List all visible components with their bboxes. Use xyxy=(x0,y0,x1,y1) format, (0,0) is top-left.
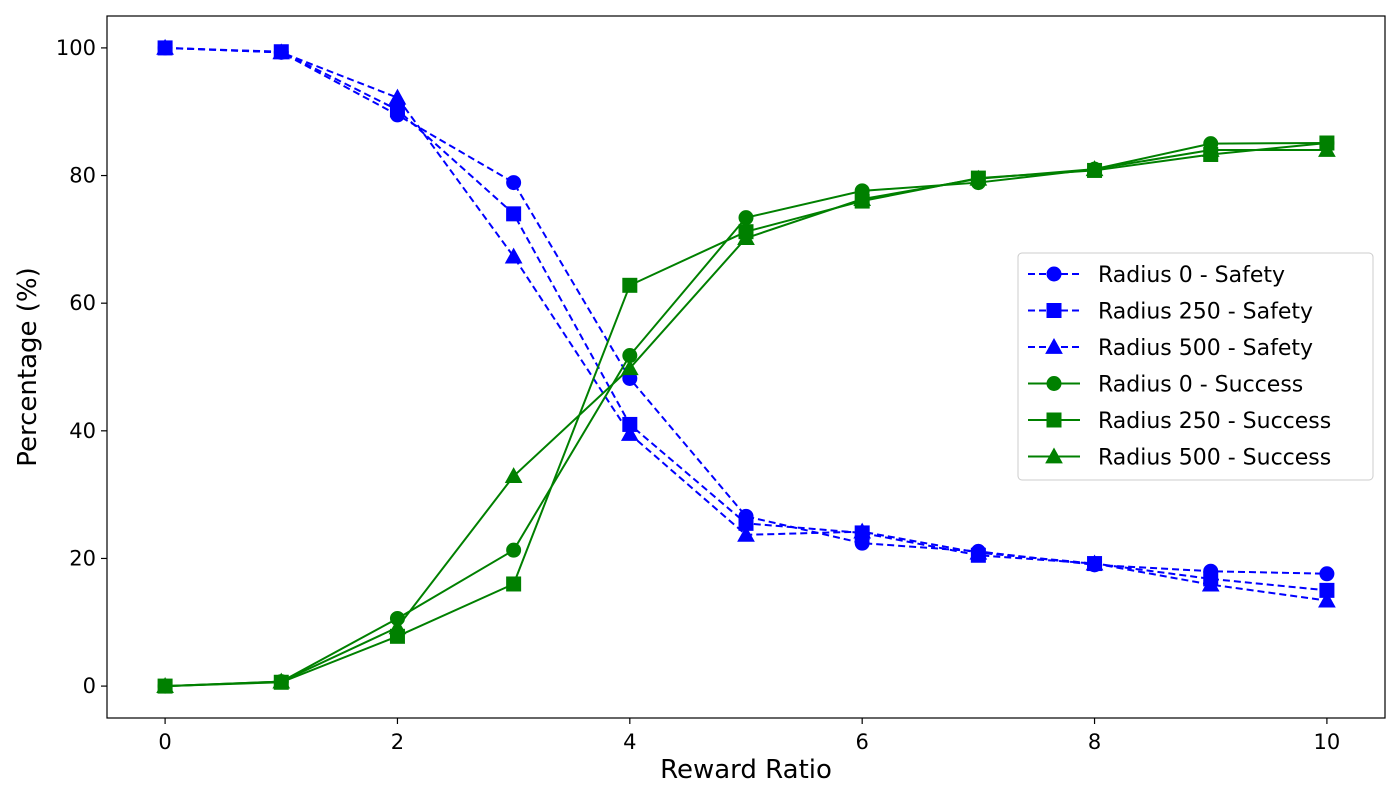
data-point xyxy=(1085,160,1104,177)
data-point xyxy=(156,677,174,693)
data-point xyxy=(1319,566,1335,582)
data-point xyxy=(1201,140,1220,157)
y-tick-label: 60 xyxy=(69,291,96,315)
data-point xyxy=(506,542,522,558)
legend-marker xyxy=(1046,412,1062,428)
y-tick-label: 0 xyxy=(83,674,96,698)
legend: Radius 0 - Safety Radius 250 - Safety Radi… xyxy=(1017,252,1374,481)
data-point xyxy=(737,525,755,542)
data-point xyxy=(389,102,405,118)
legend-marker xyxy=(1045,447,1063,464)
legend-item: Radius 500 - Safety xyxy=(1028,336,1313,361)
series-5 xyxy=(156,140,1336,693)
data-point xyxy=(388,618,407,635)
data-point xyxy=(622,277,638,293)
legend-label: Radius 250 - Success xyxy=(1098,409,1331,434)
data-point xyxy=(737,229,755,245)
legend-label: Radius 0 - Success xyxy=(1098,373,1303,398)
legend-item: Radius 0 - Safety xyxy=(1028,263,1285,288)
data-point xyxy=(272,672,291,689)
data-point xyxy=(388,88,407,105)
x-tick-label: 2 xyxy=(391,730,404,754)
series-2 xyxy=(156,38,1336,608)
legend-marker xyxy=(1046,266,1062,282)
legend-label: Radius 250 - Safety xyxy=(1098,300,1313,325)
data-point xyxy=(969,169,988,186)
x-tick-label: 10 xyxy=(1314,730,1341,754)
data-point xyxy=(853,522,872,539)
data-point xyxy=(272,43,291,60)
y-axis-label: Percentage (%) xyxy=(13,267,43,467)
x-axis: 0 2 4 6 8 10 xyxy=(158,718,1340,754)
legend-label: Radius 500 - Safety xyxy=(1098,336,1313,361)
data-point xyxy=(620,359,639,376)
x-tick-label: 4 xyxy=(623,730,636,754)
data-point xyxy=(504,467,523,484)
data-point xyxy=(156,38,174,55)
legend-item: Radius 250 - Safety xyxy=(1028,300,1313,325)
legend-label: Radius 500 - Success xyxy=(1098,446,1331,471)
data-point xyxy=(1318,140,1336,157)
data-point xyxy=(620,424,639,441)
plot-frame xyxy=(106,15,1386,719)
legend-item: Radius 250 - Success xyxy=(1028,409,1331,434)
legend-marker xyxy=(1045,337,1063,354)
data-point xyxy=(853,190,872,207)
legend-marker xyxy=(1046,303,1062,318)
data-point xyxy=(1318,591,1336,608)
x-tick-label: 0 xyxy=(158,730,171,754)
data-point xyxy=(969,543,988,560)
data-point xyxy=(1085,554,1104,571)
x-axis-label: Reward Ratio xyxy=(660,755,832,785)
legend-item: Radius 0 - Success xyxy=(1028,373,1303,398)
legend-item: Radius 500 - Success xyxy=(1028,446,1331,471)
y-tick-label: 20 xyxy=(69,546,96,570)
data-point xyxy=(738,210,754,226)
x-tick-label: 8 xyxy=(1088,730,1101,754)
data-point xyxy=(506,206,522,222)
legend-box xyxy=(1017,252,1374,481)
data-point xyxy=(504,247,523,264)
series-layer xyxy=(156,38,1336,694)
y-tick-label: 40 xyxy=(69,419,96,443)
legend-label: Radius 0 - Safety xyxy=(1098,263,1285,288)
legend-marker xyxy=(1046,376,1062,391)
data-point xyxy=(506,175,522,191)
series-line xyxy=(165,46,1327,575)
x-tick-label: 6 xyxy=(855,730,868,754)
data-point xyxy=(1201,575,1220,592)
y-tick-label: 80 xyxy=(69,164,96,188)
y-axis: 0 20 40 60 80 100 xyxy=(56,36,107,698)
data-point xyxy=(506,576,522,592)
y-tick-label: 100 xyxy=(56,36,96,60)
